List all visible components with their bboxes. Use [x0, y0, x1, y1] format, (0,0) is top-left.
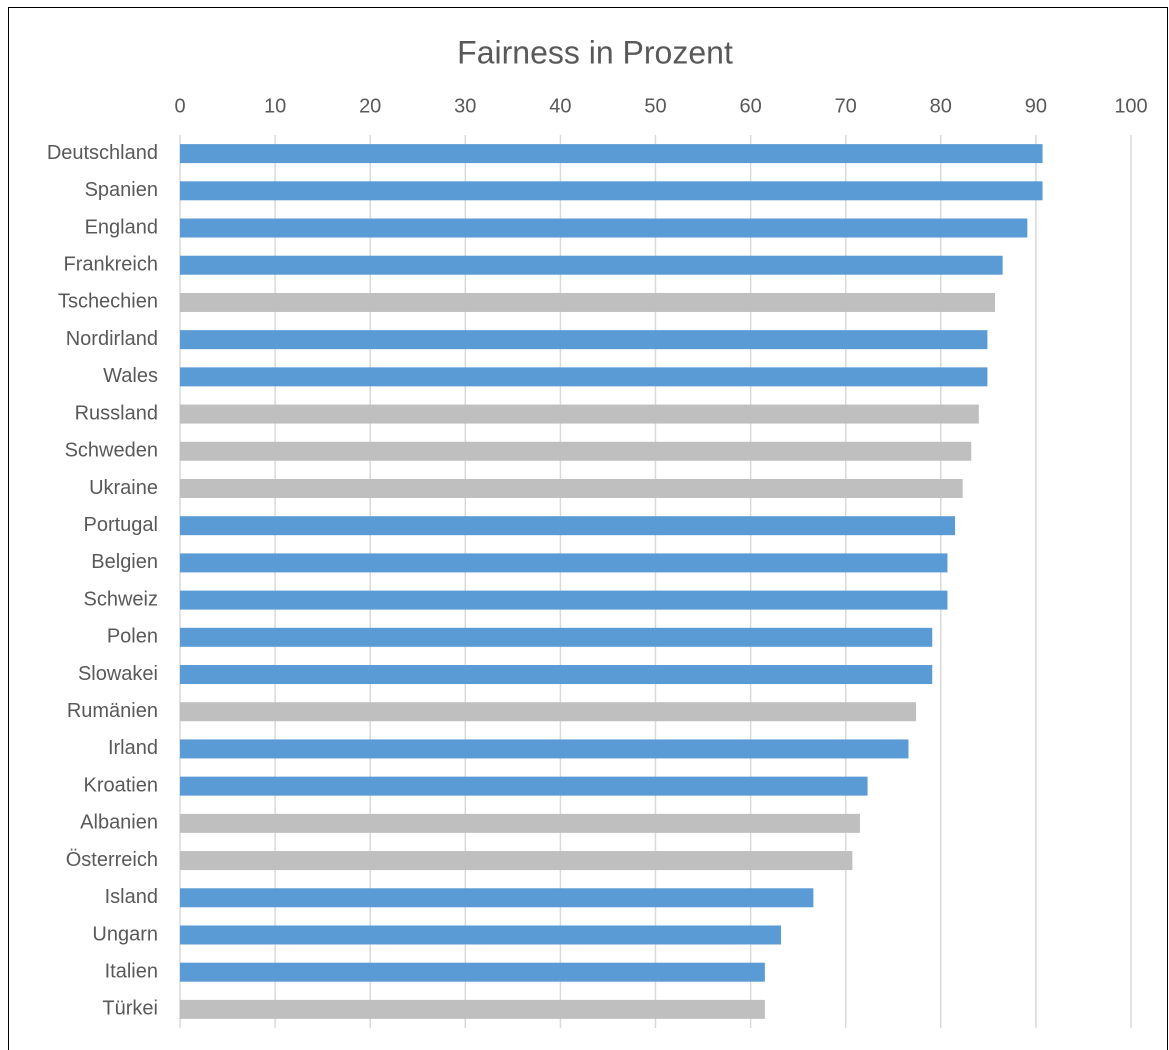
y-tick-label: Polen: [107, 626, 158, 648]
y-tick-label: Irland: [108, 737, 158, 759]
y-tick-label: Slowakei: [78, 663, 158, 685]
y-tick-label: Österreich: [66, 849, 158, 871]
bar: [180, 851, 853, 871]
bar: [180, 330, 988, 350]
y-tick-label: Schweiz: [84, 588, 158, 610]
bar: [180, 478, 963, 498]
bar: [180, 999, 765, 1019]
y-tick-label: England: [85, 216, 158, 238]
x-tick-label: 60: [739, 95, 761, 117]
x-tick-label: 100: [1114, 95, 1147, 117]
bar: [180, 627, 933, 647]
x-tick-label: 90: [1025, 95, 1047, 117]
bar: [180, 925, 782, 945]
bar: [180, 367, 988, 387]
bar: [180, 181, 1043, 201]
bar: [180, 888, 814, 908]
bar: [180, 776, 868, 796]
x-tick-label: 50: [644, 95, 666, 117]
x-tick-label: 70: [835, 95, 857, 117]
y-tick-label: Frankreich: [64, 254, 158, 276]
bar: [180, 739, 909, 759]
bar: [180, 553, 948, 573]
x-tick-label: 20: [359, 95, 381, 117]
y-tick-label: Ungarn: [92, 923, 158, 945]
bar: [180, 813, 860, 833]
bar: [180, 144, 1043, 164]
bar: [180, 292, 996, 312]
x-tick-label: 40: [549, 95, 571, 117]
y-tick-label: Island: [105, 886, 158, 908]
y-tick-label: Ukraine: [89, 477, 158, 499]
y-tick-label: Wales: [103, 365, 158, 387]
y-tick-label: Deutschland: [47, 142, 158, 164]
y-tick-label: Türkei: [102, 998, 158, 1020]
bar: [180, 218, 1028, 238]
bar: [180, 255, 1003, 275]
y-tick-label: Albanien: [80, 812, 158, 834]
chart-border: [8, 7, 1168, 1050]
bar: [180, 404, 979, 424]
y-tick-label: Nordirland: [66, 328, 158, 350]
y-tick-label: Russland: [75, 402, 158, 424]
bar: [180, 962, 765, 982]
x-tick-label: 80: [930, 95, 952, 117]
y-tick-label: Italien: [105, 960, 158, 982]
bar: [180, 590, 948, 610]
y-tick-label: Schweden: [65, 440, 158, 462]
y-tick-label: Rumänien: [67, 700, 158, 722]
x-tick-label: 0: [174, 95, 185, 117]
bar: [180, 516, 956, 536]
y-tick-label: Kroatien: [84, 774, 159, 796]
bar: [180, 441, 972, 461]
bar: [180, 702, 917, 722]
y-tick-label: Belgien: [91, 551, 158, 573]
y-tick-label: Tschechien: [58, 291, 158, 313]
x-tick-label: 10: [264, 95, 286, 117]
x-tick-label: 30: [454, 95, 476, 117]
bar: [180, 665, 933, 685]
y-tick-label: Portugal: [84, 514, 159, 536]
chart-title: Fairness in Prozent: [457, 34, 733, 70]
y-tick-label: Spanien: [85, 179, 158, 201]
